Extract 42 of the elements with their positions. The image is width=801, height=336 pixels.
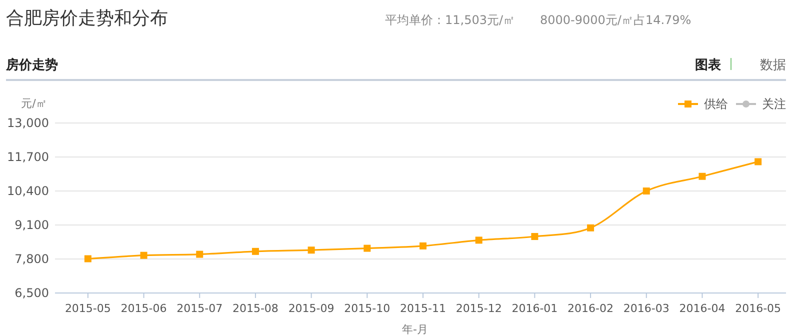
text: 8000-9000元/㎡占14.79% xyxy=(540,13,692,27)
point xyxy=(252,248,259,255)
x-tick-label: 2016-01 xyxy=(512,302,558,315)
point xyxy=(364,244,371,252)
y-tick-label: 10,400 xyxy=(7,184,49,198)
point xyxy=(308,246,315,254)
point xyxy=(475,236,482,244)
x-tick-label: 2015-08 xyxy=(232,302,278,315)
chart-subtitle: 房价走势 xyxy=(5,57,58,73)
point xyxy=(531,233,538,240)
text: 数据 xyxy=(760,58,786,73)
point xyxy=(140,252,148,259)
x-tick-label: 2015-09 xyxy=(288,302,334,315)
text: 图表 xyxy=(695,58,722,73)
x-tick-label: 2015-05 xyxy=(64,302,111,315)
x-tick-label: 2015-06 xyxy=(120,302,167,315)
point xyxy=(587,224,594,232)
x-tick-label: 2015-10 xyxy=(344,302,390,315)
legend-label: 关注 xyxy=(762,97,786,111)
y-tick-label: 13,000 xyxy=(7,116,49,130)
y-axis-title: 元/㎡ xyxy=(21,97,47,110)
x-tick-label: 2015-12 xyxy=(456,302,502,315)
x-tick-label: 2016-02 xyxy=(568,302,614,315)
point xyxy=(698,172,706,180)
x-tick-label: 2016-05 xyxy=(735,302,782,315)
y-tick-label: 6,500 xyxy=(14,286,49,300)
text: 平均单价：11,503元/㎡ xyxy=(385,13,516,27)
y-tick-label: 11,700 xyxy=(7,150,49,164)
point xyxy=(196,250,204,258)
point xyxy=(420,242,426,250)
x-tick-label: 2016-04 xyxy=(679,302,726,315)
x-axis-title: 年-月 xyxy=(402,323,428,336)
x-tick-label: 2015-11 xyxy=(400,302,446,315)
chart-title: 合肥房价走势和分布 xyxy=(6,8,168,29)
x-tick-label: 2015-07 xyxy=(176,302,223,315)
y-tick-label: 9,100 xyxy=(14,218,49,232)
legend-label: 供给 xyxy=(704,97,728,111)
y-tick-label: 7,800 xyxy=(14,252,49,266)
x-tick-label: 2016-03 xyxy=(623,302,670,315)
point xyxy=(754,158,762,166)
point xyxy=(84,255,92,262)
point xyxy=(642,188,650,194)
